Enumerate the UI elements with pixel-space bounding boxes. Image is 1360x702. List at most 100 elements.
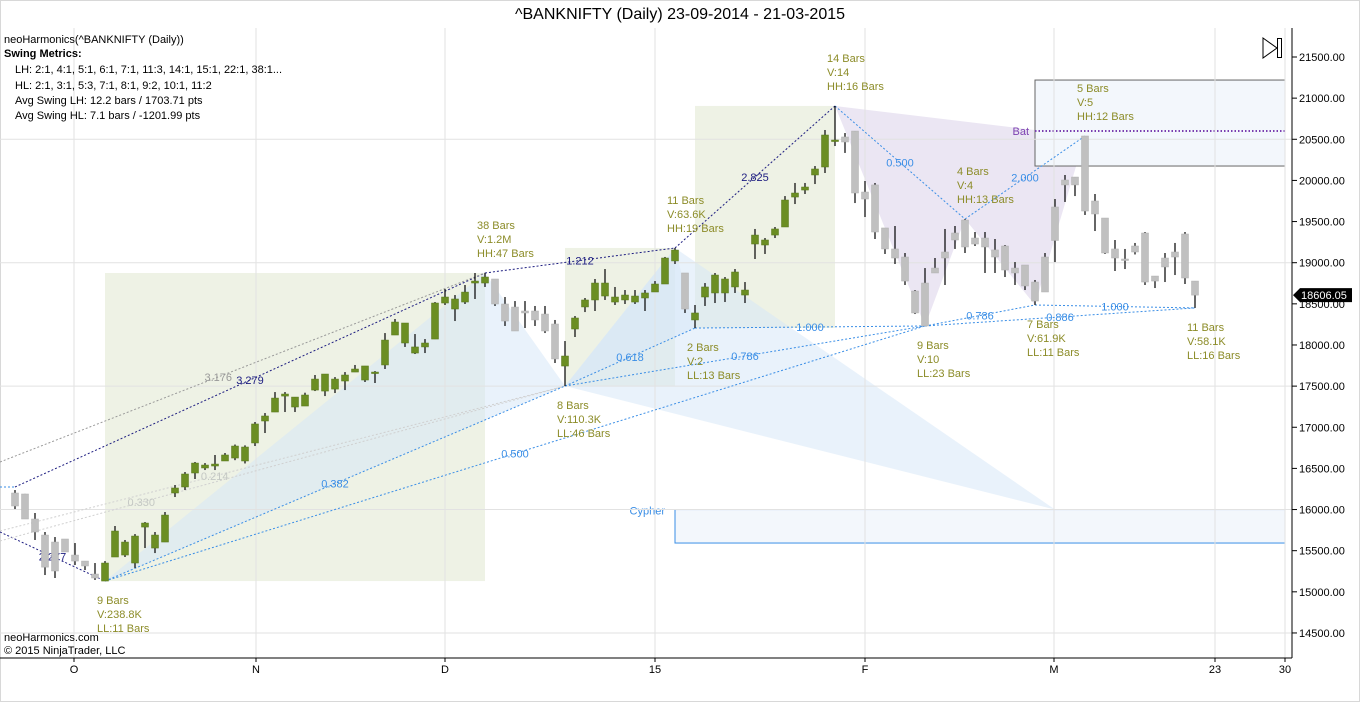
candle	[471, 272, 479, 299]
candle	[161, 512, 169, 543]
candle	[211, 454, 219, 471]
play-to-end-icon[interactable]	[1260, 36, 1284, 60]
swing-label-line: V:63.6K	[667, 209, 706, 221]
candle	[531, 305, 539, 326]
candle	[191, 461, 199, 480]
candle	[341, 372, 349, 391]
candle	[1001, 245, 1009, 278]
swing-label: 9 Bars V:10 LL:23 Bars	[917, 340, 971, 380]
candle-body	[1161, 257, 1169, 268]
candle	[481, 272, 489, 287]
candle-body	[91, 573, 99, 579]
candle-body	[701, 286, 709, 298]
candle	[181, 472, 189, 491]
candle-body	[401, 322, 409, 344]
candle	[1161, 252, 1169, 283]
x-tick-label: O	[70, 664, 79, 676]
fib-ratio-label: 0.382	[321, 479, 349, 491]
candle	[321, 373, 329, 397]
swing-label: 9 Bars V:238.8K LL:11 Bars	[97, 595, 150, 635]
candle	[761, 238, 769, 254]
candle-body	[241, 446, 249, 462]
candle-body	[481, 276, 489, 284]
candle	[561, 341, 569, 387]
candle	[31, 512, 39, 540]
candle-body	[321, 373, 329, 392]
candle	[881, 227, 889, 254]
candle-body	[761, 239, 769, 246]
candle	[81, 560, 89, 571]
candle	[91, 563, 99, 580]
candle-body	[871, 184, 879, 233]
candle-body	[1011, 267, 1019, 274]
candle-body	[71, 554, 79, 562]
swing-label-line: 11 Bars	[667, 195, 705, 207]
candle	[521, 301, 529, 329]
x-tick-label: N	[252, 664, 260, 676]
candle-body	[791, 192, 799, 198]
candle	[41, 532, 49, 576]
candle-body	[121, 541, 129, 556]
harmonic-triangle	[105, 272, 565, 582]
candle	[711, 272, 719, 304]
candle	[391, 318, 399, 336]
pattern-zone-label: Bat	[1012, 126, 1029, 138]
x-tick-label: M	[1049, 664, 1058, 676]
swing-label-line: V:58.1K	[1187, 336, 1226, 348]
candle-body	[141, 522, 149, 528]
swing-label-line: HH:12 Bars	[1077, 111, 1134, 123]
candle-body	[1121, 258, 1129, 261]
candle	[431, 302, 439, 340]
swing-label-line: V:10	[917, 354, 939, 366]
candle-body	[621, 294, 629, 301]
candle-body	[311, 378, 319, 391]
fib-ratio-label: 2.825	[741, 172, 769, 184]
swing-label-line: HH:47 Bars	[477, 248, 534, 260]
candle	[731, 269, 739, 293]
candle-body	[471, 280, 479, 284]
candle	[71, 543, 79, 565]
candle-body	[571, 317, 579, 330]
candle-body	[901, 256, 909, 282]
swing-line	[924, 304, 1036, 327]
candle	[61, 538, 69, 553]
candle-body	[61, 538, 69, 553]
candle-body	[1041, 256, 1049, 293]
candle-body	[421, 342, 429, 348]
candle-body	[1101, 217, 1109, 254]
swing-line	[1034, 304, 1196, 309]
candle-body	[251, 423, 259, 444]
candle-body	[581, 299, 589, 308]
fib-ratio-label: 1.000	[1101, 301, 1129, 313]
candle-body	[1111, 248, 1119, 259]
candle	[661, 256, 669, 285]
swing-label-line: LL:16 Bars	[1187, 350, 1241, 362]
candle-body	[1171, 251, 1179, 258]
candle-body	[981, 237, 989, 248]
candle	[271, 392, 279, 413]
candle	[501, 297, 509, 326]
swing-label-line: LL:11 Bars	[1027, 347, 1080, 359]
candle	[701, 283, 709, 306]
x-tick-label: D	[441, 664, 449, 676]
candle	[1021, 264, 1029, 291]
y-tick-label: 16000.00	[1299, 505, 1345, 517]
candle-body	[301, 394, 309, 407]
candle	[1051, 199, 1059, 263]
swing-line	[964, 135, 1086, 220]
candle	[631, 290, 639, 305]
swing-label-line: LL:11 Bars	[97, 623, 150, 635]
last-price-badge: 18606.05	[1293, 288, 1352, 303]
candles	[11, 105, 1199, 582]
swing-label: 38 Bars V:1.2M HH:47 Bars	[477, 220, 534, 260]
swing-label-line: HH:19 Bars	[667, 223, 724, 235]
candle-body	[21, 493, 29, 520]
legend-line: LH: 2:1, 4:1, 5:1, 6:1, 7:1, 11:3, 14:1,…	[15, 64, 282, 76]
candle	[491, 278, 499, 306]
candle-body	[521, 310, 529, 314]
candle-body	[1061, 179, 1069, 186]
swing-label-line: V:4	[957, 180, 973, 192]
candle-body	[661, 257, 669, 285]
candle	[741, 282, 749, 304]
